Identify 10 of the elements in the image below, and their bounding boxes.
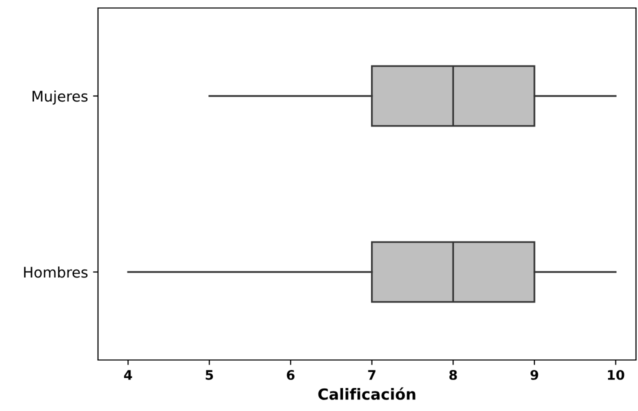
- x-axis-title: Calificación: [318, 387, 416, 400]
- x-tick-label: 5: [206, 370, 214, 380]
- x-tick-label: 7: [368, 370, 376, 380]
- x-tick-label: 9: [530, 370, 538, 380]
- x-tick-label: 8: [449, 370, 457, 380]
- x-tick-label: 4: [124, 370, 132, 380]
- y-tick-label: Hombres: [24, 266, 88, 278]
- x-tick-label: 6: [286, 370, 294, 380]
- x-tick-label: 10: [608, 370, 624, 380]
- y-tick-label: Mujeres: [32, 90, 88, 105]
